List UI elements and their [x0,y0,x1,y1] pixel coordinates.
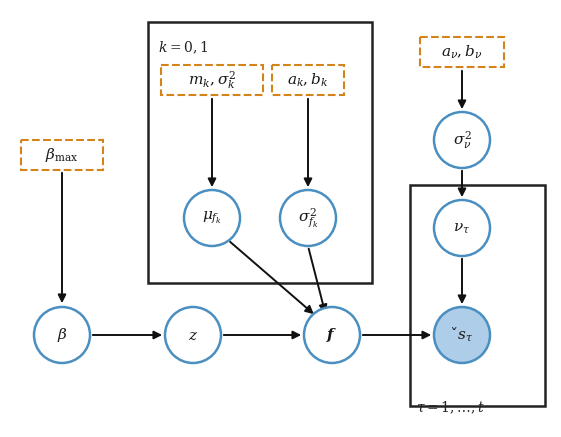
Text: $\nu_{\tau}$: $\nu_{\tau}$ [453,221,471,236]
FancyBboxPatch shape [161,65,263,95]
Circle shape [165,307,221,363]
Text: $\beta_{\mathrm{max}}$: $\beta_{\mathrm{max}}$ [45,146,79,164]
Text: $\beta$: $\beta$ [57,326,67,344]
Text: $\check{s}_{\tau}$: $\check{s}_{\tau}$ [451,326,473,344]
Circle shape [184,190,240,246]
FancyBboxPatch shape [272,65,344,95]
Circle shape [304,307,360,363]
Text: $\sigma^2_{f_k}$: $\sigma^2_{f_k}$ [298,206,318,230]
Text: $m_k, \sigma^2_k$: $m_k, \sigma^2_k$ [188,69,236,91]
Bar [410,185,545,406]
Text: $\sigma^2_{\nu}$: $\sigma^2_{\nu}$ [453,129,471,151]
Circle shape [34,307,90,363]
Bar [148,22,372,283]
Circle shape [434,112,490,168]
Text: $\boldsymbol{f}$: $\boldsymbol{f}$ [326,326,338,344]
Text: $\mu_{f_k}$: $\mu_{f_k}$ [202,210,222,226]
Text: $\tau = 1, \ldots, t$: $\tau = 1, \ldots, t$ [416,400,485,416]
FancyBboxPatch shape [420,37,504,67]
Circle shape [280,190,336,246]
Text: $k = 0, 1$: $k = 0, 1$ [158,40,208,56]
Text: $z$: $z$ [188,327,198,343]
Circle shape [434,307,490,363]
Circle shape [434,200,490,256]
Text: $a_{\nu}, b_{\nu}$: $a_{\nu}, b_{\nu}$ [441,43,483,61]
FancyBboxPatch shape [21,140,103,170]
Text: $a_k, b_k$: $a_k, b_k$ [287,71,329,89]
